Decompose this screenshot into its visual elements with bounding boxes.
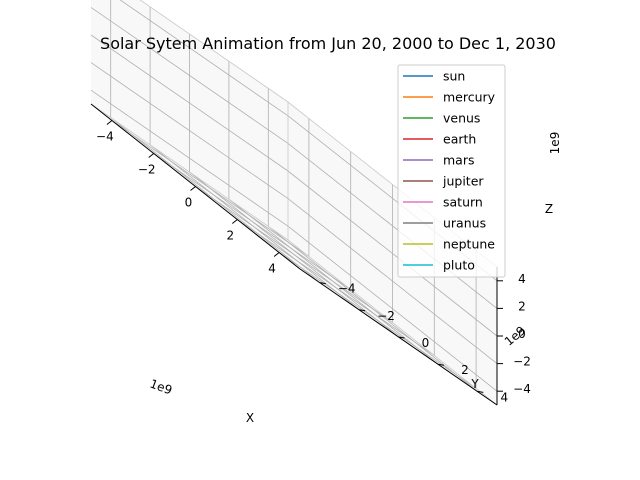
y-tick — [437, 363, 444, 366]
y-tick-label: −4 — [338, 282, 356, 296]
legend-label-venus: venus — [443, 111, 480, 126]
z-grid-left — [90, 62, 289, 199]
z-grid-back — [287, 225, 498, 392]
legend-label-mercury: mercury — [443, 90, 496, 105]
pane-edge — [90, 103, 289, 241]
legend-label-sun: sun — [443, 69, 465, 84]
z-grid-back — [287, 143, 498, 309]
y-grid-floor — [149, 144, 360, 311]
x-tick-label: −2 — [138, 163, 156, 177]
z-grid-left — [90, 89, 289, 227]
z-tick-label: 4 — [518, 272, 526, 286]
y-axis-label: Y — [470, 377, 479, 391]
pane-edge — [287, 239, 498, 406]
y-tick — [359, 309, 366, 312]
legend-label-mars: mars — [443, 153, 475, 168]
z-grid-back — [287, 170, 498, 337]
axis-ticks: −4 −2 0 2 4 −4 −2 0 2 4 −4 −2 0 2 4 — [96, 120, 531, 404]
x-tick-label: −4 — [96, 130, 114, 144]
y-grid-floor — [228, 198, 439, 365]
y-tick-label: 4 — [500, 390, 508, 404]
z-axis-label: Z — [545, 202, 553, 216]
y-tick — [398, 336, 405, 339]
x-tick-label: 4 — [268, 262, 276, 276]
x-tick — [106, 120, 113, 125]
z-offset-text: 1e9 — [548, 132, 562, 155]
y-tick-label: 0 — [422, 336, 430, 350]
legend-label-pluto: pluto — [443, 258, 475, 273]
legend-label-neptune: neptune — [443, 237, 495, 252]
y-tick — [477, 390, 484, 393]
y-tick-label: −2 — [377, 309, 395, 323]
legend-label-uranus: uranus — [443, 216, 486, 231]
y-grid-floor — [189, 171, 399, 338]
pane-edge — [139, 0, 289, 103]
legend-label-saturn: saturn — [443, 195, 483, 210]
x-axis-label: X — [246, 411, 254, 425]
y-tick — [319, 282, 326, 285]
z-tick-label: 2 — [518, 299, 526, 313]
z-grid-left — [90, 34, 289, 172]
x-tick — [190, 186, 196, 191]
z-grid-back — [287, 198, 498, 364]
chart-title: Solar Sytem Animation from Jun 20, 2000 … — [100, 34, 556, 53]
legend-label-earth: earth — [443, 132, 476, 147]
y-tick-label: 2 — [461, 363, 469, 377]
y-grid-floor — [268, 226, 478, 392]
y-grid-floor — [110, 117, 320, 283]
legend-label-jupiter: jupiter — [442, 174, 484, 189]
x-tick-label: 2 — [226, 229, 234, 243]
z-tick-label: −2 — [513, 355, 531, 369]
x-tick — [273, 252, 280, 257]
z-tick-label: −4 — [513, 382, 531, 396]
legend: sun mercury venus earth mars jupiter saturn ura… — [397, 64, 506, 278]
z-tick-label: 0 — [518, 327, 526, 341]
x-tick — [148, 153, 155, 158]
x-tick-label: 0 — [185, 196, 193, 210]
z-grid-left — [90, 7, 289, 144]
z-grid-left — [119, 0, 289, 117]
x-tick — [231, 219, 238, 224]
